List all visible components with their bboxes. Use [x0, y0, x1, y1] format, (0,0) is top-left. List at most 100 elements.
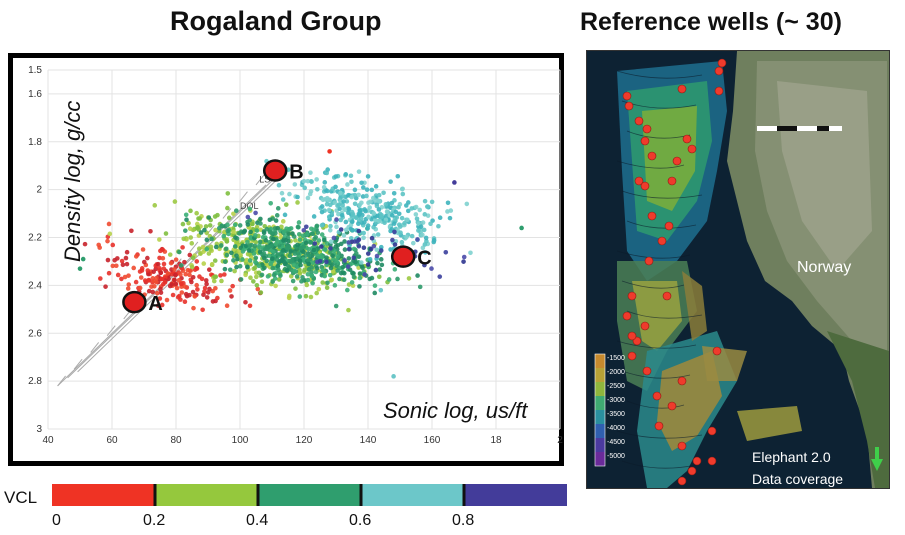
- data-point: [375, 232, 381, 237]
- data-point: [295, 200, 300, 205]
- data-point: [314, 290, 319, 296]
- data-point: [343, 219, 349, 225]
- data-point: [264, 226, 270, 232]
- data-point: [194, 259, 200, 264]
- data-point: [188, 235, 194, 240]
- data-point: [303, 240, 309, 246]
- well-marker: [682, 134, 692, 144]
- data-point: [259, 272, 265, 278]
- left-title: Rogaland Group: [170, 6, 382, 36]
- data-point: [422, 250, 428, 255]
- data-point: [301, 249, 306, 255]
- data-point: [464, 201, 470, 207]
- data-point: [396, 222, 402, 227]
- data-point: [246, 248, 252, 253]
- data-point: [334, 258, 339, 264]
- data-point: [379, 262, 385, 268]
- data-point: [461, 259, 466, 264]
- data-point: [416, 228, 421, 233]
- contour-line: [626, 400, 685, 409]
- data-point: [297, 237, 303, 242]
- data-point: [344, 199, 350, 204]
- data-point: [161, 266, 167, 271]
- well-marker: [627, 351, 637, 361]
- data-point: [270, 248, 275, 254]
- well-marker: [707, 456, 717, 466]
- data-point: [346, 240, 352, 245]
- data-point: [148, 228, 153, 234]
- data-point: [327, 227, 333, 233]
- data-point: [275, 206, 281, 211]
- data-point: [357, 271, 363, 276]
- data-point: [195, 224, 200, 230]
- data-point: [423, 235, 429, 241]
- data-point: [301, 256, 306, 262]
- data-point: [252, 243, 258, 249]
- data-point: [174, 285, 180, 291]
- data-point: [390, 237, 395, 243]
- data-point: [275, 225, 281, 231]
- data-point: [204, 295, 210, 300]
- data-point: [305, 195, 311, 201]
- data-point: [305, 277, 311, 283]
- data-point: [180, 221, 186, 227]
- data-point: [268, 261, 273, 267]
- data-point: [349, 179, 354, 185]
- data-point: [191, 305, 196, 311]
- data-point: [257, 243, 262, 248]
- x-tick-label: 100: [232, 435, 249, 446]
- data-point: [182, 299, 188, 305]
- data-point: [361, 185, 366, 190]
- data-point: [311, 227, 317, 233]
- well-marker: [677, 84, 687, 94]
- data-point: [280, 197, 286, 202]
- data-point: [180, 245, 185, 250]
- data-point: [321, 184, 327, 190]
- data-point: [151, 269, 156, 275]
- data-point: [306, 253, 312, 258]
- data-point: [245, 251, 251, 257]
- data-point: [229, 250, 234, 256]
- annotation-label: C: [417, 248, 431, 270]
- data-point: [371, 211, 377, 216]
- data-point: [273, 230, 278, 236]
- data-point: [230, 283, 235, 289]
- colorbar-tick: 0.2: [143, 512, 166, 529]
- data-point: [291, 262, 297, 268]
- map-legend-tick: -1500: [607, 355, 625, 362]
- data-point: [348, 173, 354, 179]
- data-point: [295, 194, 300, 200]
- data-point: [280, 219, 286, 224]
- data-point: [229, 294, 234, 299]
- data-point: [231, 258, 236, 263]
- data-point: [356, 192, 361, 198]
- well-marker: [652, 391, 662, 401]
- data-point: [98, 276, 103, 281]
- data-point: [253, 259, 258, 265]
- data-point: [413, 204, 419, 210]
- data-point: [332, 200, 338, 205]
- data-point: [306, 261, 312, 267]
- data-point: [80, 256, 86, 262]
- data-point: [301, 228, 307, 233]
- data-point: [186, 220, 191, 226]
- data-point: [248, 275, 253, 281]
- well-marker: [677, 476, 687, 486]
- data-point: [348, 235, 354, 241]
- data-point: [336, 211, 341, 217]
- data-point: [319, 223, 325, 228]
- data-point: [290, 257, 295, 262]
- data-point: [131, 265, 137, 271]
- data-point: [138, 275, 144, 280]
- y-tick-label: 2.2: [28, 233, 42, 244]
- well-marker: [644, 256, 654, 266]
- data-point: [349, 219, 355, 224]
- data-point: [154, 290, 160, 296]
- data-point: [187, 268, 193, 274]
- data-point: [356, 243, 362, 249]
- data-point: [224, 252, 230, 258]
- data-point: [169, 282, 175, 287]
- data-point: [254, 228, 260, 233]
- data-point: [337, 276, 342, 282]
- data-point: [369, 275, 375, 281]
